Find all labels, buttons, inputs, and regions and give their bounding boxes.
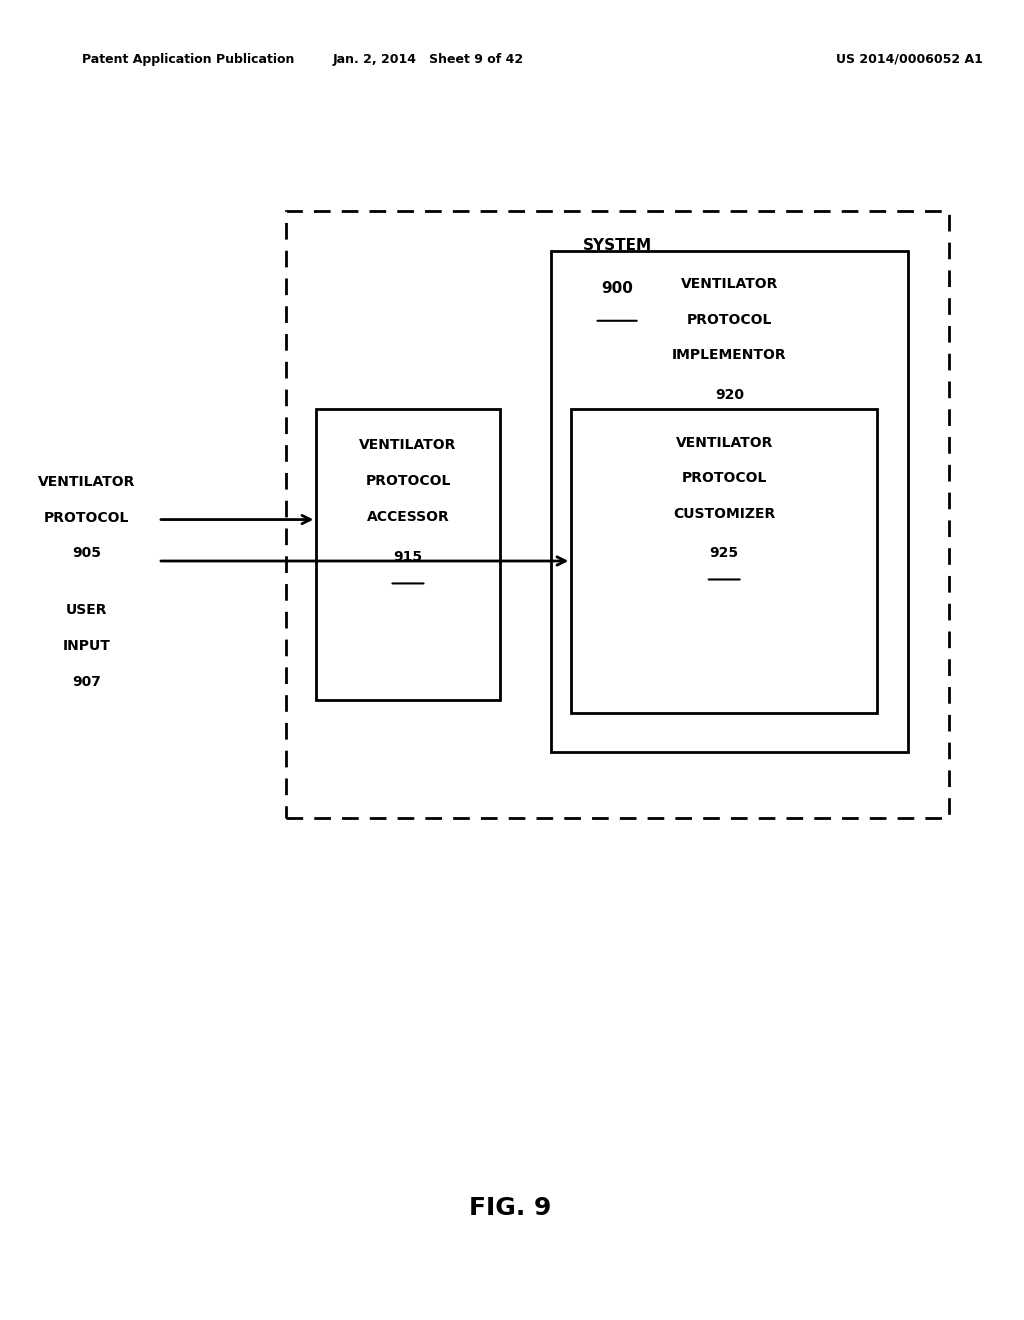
Text: 900: 900 [601,281,633,296]
FancyBboxPatch shape [571,409,878,713]
Text: 915: 915 [393,550,423,565]
Text: 907: 907 [73,675,101,689]
Text: 920: 920 [715,388,743,403]
Text: INPUT: INPUT [62,639,111,653]
Text: VENTILATOR: VENTILATOR [681,277,778,292]
Text: SYSTEM: SYSTEM [583,238,651,252]
FancyBboxPatch shape [316,409,500,700]
Text: PROTOCOL: PROTOCOL [687,313,772,327]
Text: 905: 905 [73,546,101,561]
Text: USER: USER [66,603,108,618]
Text: US 2014/0006052 A1: US 2014/0006052 A1 [837,53,983,66]
FancyBboxPatch shape [286,211,948,818]
Text: Jan. 2, 2014   Sheet 9 of 42: Jan. 2, 2014 Sheet 9 of 42 [333,53,524,66]
Text: VENTILATOR: VENTILATOR [676,436,773,450]
Text: VENTILATOR: VENTILATOR [359,438,457,453]
Text: CUSTOMIZER: CUSTOMIZER [673,507,775,521]
Text: VENTILATOR: VENTILATOR [38,475,135,490]
Text: ACCESSOR: ACCESSOR [367,510,450,524]
Text: PROTOCOL: PROTOCOL [44,511,129,525]
Text: PROTOCOL: PROTOCOL [366,474,451,488]
Text: FIG. 9: FIG. 9 [469,1196,551,1220]
Text: PROTOCOL: PROTOCOL [682,471,767,486]
Text: IMPLEMENTOR: IMPLEMENTOR [672,348,786,363]
Text: 925: 925 [710,546,738,561]
FancyBboxPatch shape [551,251,907,752]
Text: Patent Application Publication: Patent Application Publication [82,53,294,66]
